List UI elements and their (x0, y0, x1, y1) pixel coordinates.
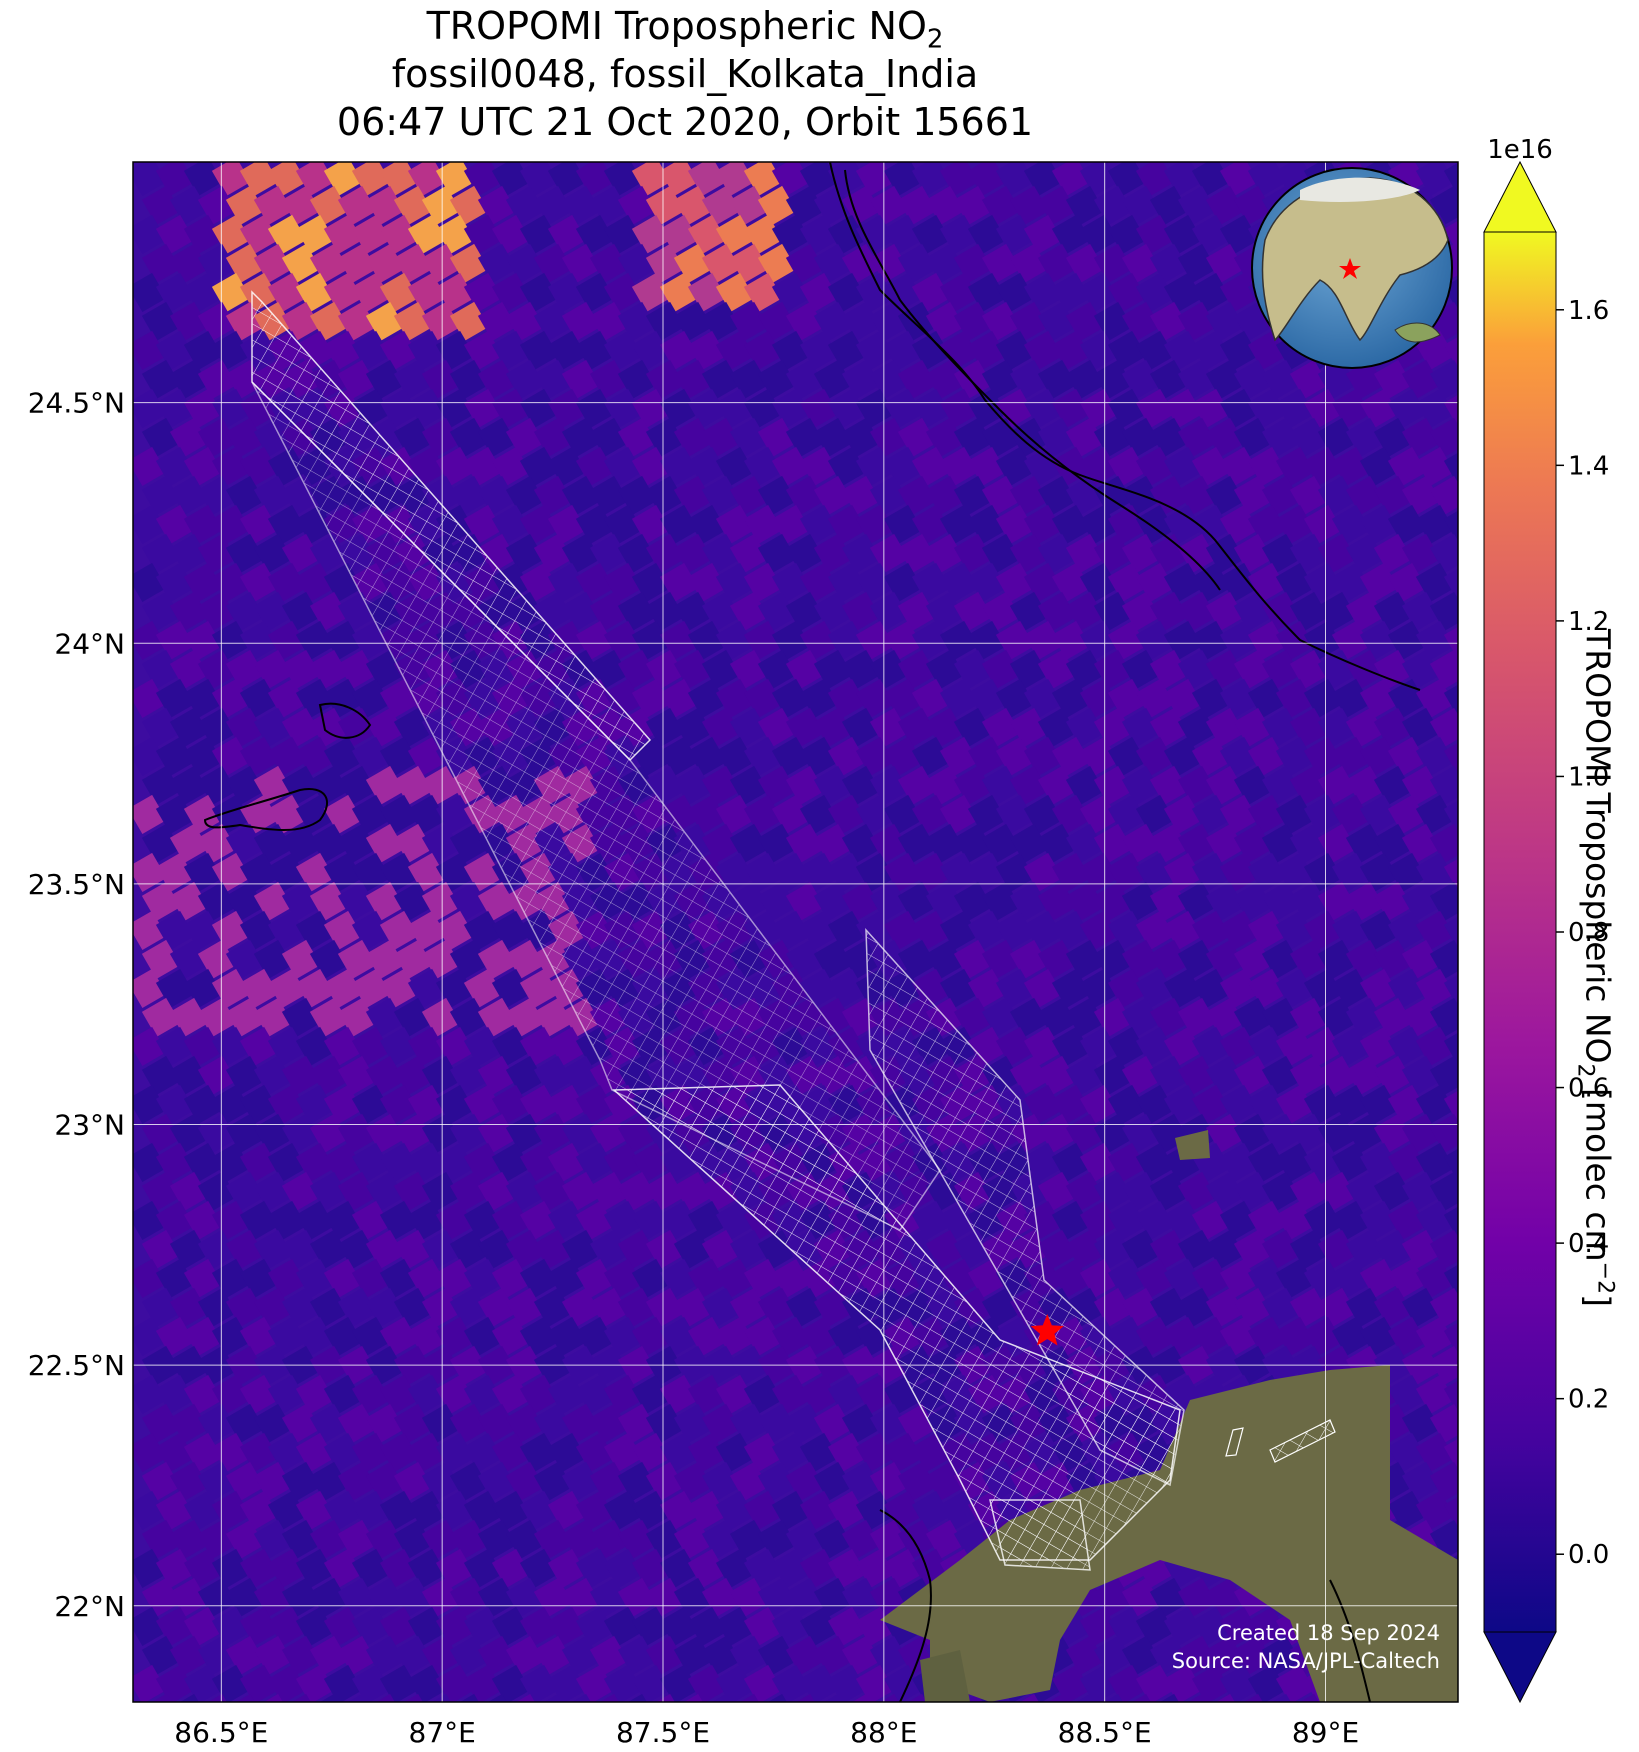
title-line-2: fossil0048, fossil_Kolkata_India (391, 52, 979, 96)
no2-pixel (133, 272, 167, 312)
target-star-marker (1030, 1314, 1064, 1346)
no2-pixel (133, 388, 167, 428)
colorbar: 0.0 0.2 0.4 0.6 0.8 1.0 1.2 1.4 1.6 1e16 (1483, 135, 1609, 1704)
colorbar-extend-min (1483, 1631, 1557, 1704)
colorbar-tick-label: 1.4 (1568, 451, 1609, 481)
no2-pixel (1457, 1693, 1458, 1702)
no2-pixel (133, 1142, 167, 1182)
no2-pixel (133, 1026, 167, 1066)
colorbar-tick-label: 0.8 (1568, 918, 1609, 948)
no2-pixel (133, 1084, 167, 1124)
map-frame (132, 161, 1459, 1703)
lon-tick-label: 86.5°E (174, 1716, 268, 1749)
lat-tick-label: 22.5°N (28, 1349, 125, 1382)
lon-tick-label: 87°E (409, 1716, 476, 1749)
no2-pixel (133, 968, 167, 1008)
colorbar-title: TROPOMI Tropospheric NO2 [molec cm−2] (1572, 629, 1618, 1307)
no2-pixel (133, 1490, 167, 1530)
colorbar-tick-label: 1.6 (1568, 296, 1609, 326)
lat-tick-label: 23.5°N (28, 868, 125, 901)
colorbar-extend-max (1483, 160, 1557, 233)
no2-pixel (133, 562, 167, 602)
lon-tick-label: 88°E (850, 1716, 917, 1749)
colorbar-tick-label: 0.2 (1568, 1385, 1609, 1415)
credit-source: Source: NASA/JPL-Caltech (1172, 1649, 1440, 1673)
no2-pixel (133, 1374, 167, 1414)
no2-pixel (133, 1316, 167, 1356)
no2-pixel (133, 1258, 167, 1298)
no2-pixel (133, 852, 167, 892)
credit-created: Created 18 Sep 2024 (1217, 1621, 1440, 1645)
lat-tick-label: 24°N (54, 627, 125, 660)
globe-inset (1251, 167, 1453, 369)
no2-pixel (133, 620, 167, 660)
title-line-1: TROPOMI Tropospheric NO2 (426, 4, 944, 55)
no2-pixel (133, 1432, 167, 1472)
colorbar-tick-label: 0.0 (1568, 1540, 1609, 1570)
longitude-tick-labels: 86.5°E 87°E 87.5°E 88°E 88.5°E 89°E (174, 1716, 1359, 1749)
map-plot-area: Created 18 Sep 2024 Source: NASA/JPL-Cal… (133, 162, 1458, 1702)
no2-pixel (133, 330, 167, 370)
title-line-3: 06:47 UTC 21 Oct 2020, Orbit 15661 (336, 100, 1034, 144)
observation-swaths (251, 290, 1336, 1571)
map-gridlines (133, 162, 1458, 1702)
coastlines (203, 162, 1421, 1702)
colorbar-gradient (1483, 231, 1557, 1633)
no2-pixel (133, 910, 167, 950)
colorbar-multiplier: 1e16 (1487, 135, 1553, 165)
globe-target-star (1339, 258, 1361, 279)
no2-pixel (133, 678, 167, 718)
land-imagery (880, 1130, 1458, 1702)
no2-pixel (133, 1200, 167, 1240)
no2-pixel (133, 446, 167, 486)
no2-pixel (133, 1548, 167, 1588)
no2-pixel (133, 736, 167, 776)
globe-snow (1300, 177, 1420, 202)
lon-tick-label: 88.5°E (1058, 1716, 1152, 1749)
no2-pixel (133, 504, 167, 544)
lat-tick-label: 22°N (54, 1590, 125, 1623)
lon-tick-label: 89°E (1292, 1716, 1359, 1749)
no2-pixel (133, 1664, 167, 1702)
latitude-tick-labels: 22°N 22.5°N 23°N 23.5°N 24°N 24.5°N (28, 387, 125, 1623)
globe-islands (1394, 322, 1441, 343)
lon-tick-label: 87.5°E (616, 1716, 710, 1749)
colorbar-tick-label: 0.4 (1568, 1229, 1609, 1259)
colorbar-tick-label: 1.0 (1568, 762, 1609, 792)
lat-tick-label: 24.5°N (28, 387, 125, 420)
lat-tick-label: 23°N (54, 1109, 125, 1142)
colorbar-tick-label: 0.6 (1568, 1074, 1609, 1104)
no2-pixel (133, 794, 167, 834)
colorbar-ticks: 0.0 0.2 0.4 0.6 0.8 1.0 1.2 1.4 1.6 (1556, 296, 1609, 1570)
no2-pixel (133, 214, 167, 254)
no2-pixel (133, 1606, 167, 1646)
no2-pixel (133, 162, 167, 196)
colorbar-tick-label: 1.2 (1568, 607, 1609, 637)
